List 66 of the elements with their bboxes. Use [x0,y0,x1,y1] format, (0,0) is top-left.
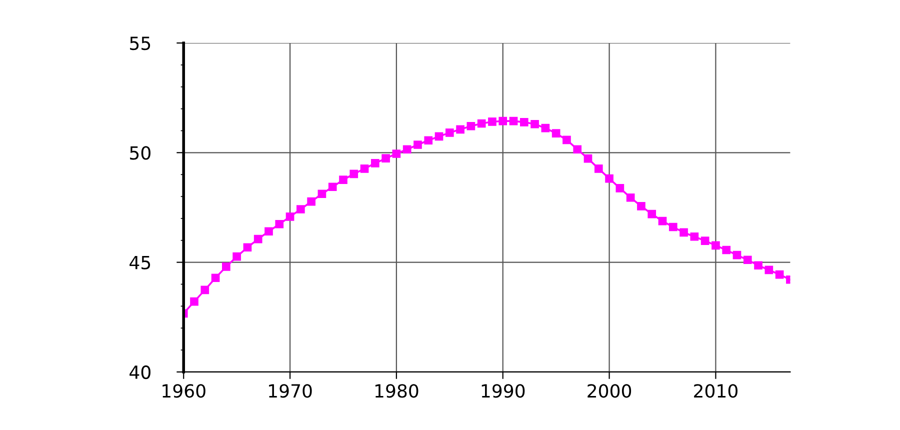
point [232,252,241,261]
point [668,222,678,232]
point [700,236,710,245]
point [200,286,210,294]
point [775,270,784,279]
point [370,159,380,168]
point [382,154,390,163]
point [456,125,464,134]
point [328,182,337,192]
x-tick-label: 2000 [588,384,632,398]
point [637,202,646,210]
point [339,176,348,184]
x-tick-label: 2010 [694,384,738,398]
point [648,210,656,218]
point [573,145,582,154]
y-tick-label: 55 [130,36,150,50]
point [296,205,305,214]
point [434,132,444,141]
point [658,216,667,226]
point [690,232,699,241]
point [722,246,731,254]
point [360,164,369,173]
point [584,154,592,163]
point [254,234,262,244]
point [424,136,433,145]
x-tick-label: 1980 [375,384,418,398]
point [414,140,422,149]
point [445,128,454,137]
point [190,297,198,306]
y-tick-label: 45 [130,256,150,270]
point [594,164,603,173]
point [616,184,624,192]
point [222,262,230,271]
point [350,170,358,178]
point [509,116,518,126]
point [307,197,316,206]
point [626,193,635,202]
point [402,145,412,154]
point [243,243,252,252]
x-tick-label: 1970 [269,384,312,398]
point [754,261,762,270]
point [275,220,284,228]
y-tick-label: 40 [130,365,150,380]
point [541,124,550,132]
point [605,174,614,183]
point [211,274,220,282]
x-tick-label: 1960 [162,384,206,398]
point [520,118,528,126]
point [530,120,539,128]
point [562,136,571,144]
point [680,228,688,237]
y-tick-label: 50 [130,146,150,160]
point [743,256,752,264]
point [764,266,774,274]
point [552,129,560,138]
point [318,190,326,198]
point [712,241,720,250]
point [488,118,496,126]
point [732,250,742,260]
point [286,212,294,221]
point [466,122,476,130]
x-tick-label: 1990 [482,384,525,398]
point [477,119,486,128]
point [264,227,273,236]
point [498,116,508,126]
point [392,150,401,158]
